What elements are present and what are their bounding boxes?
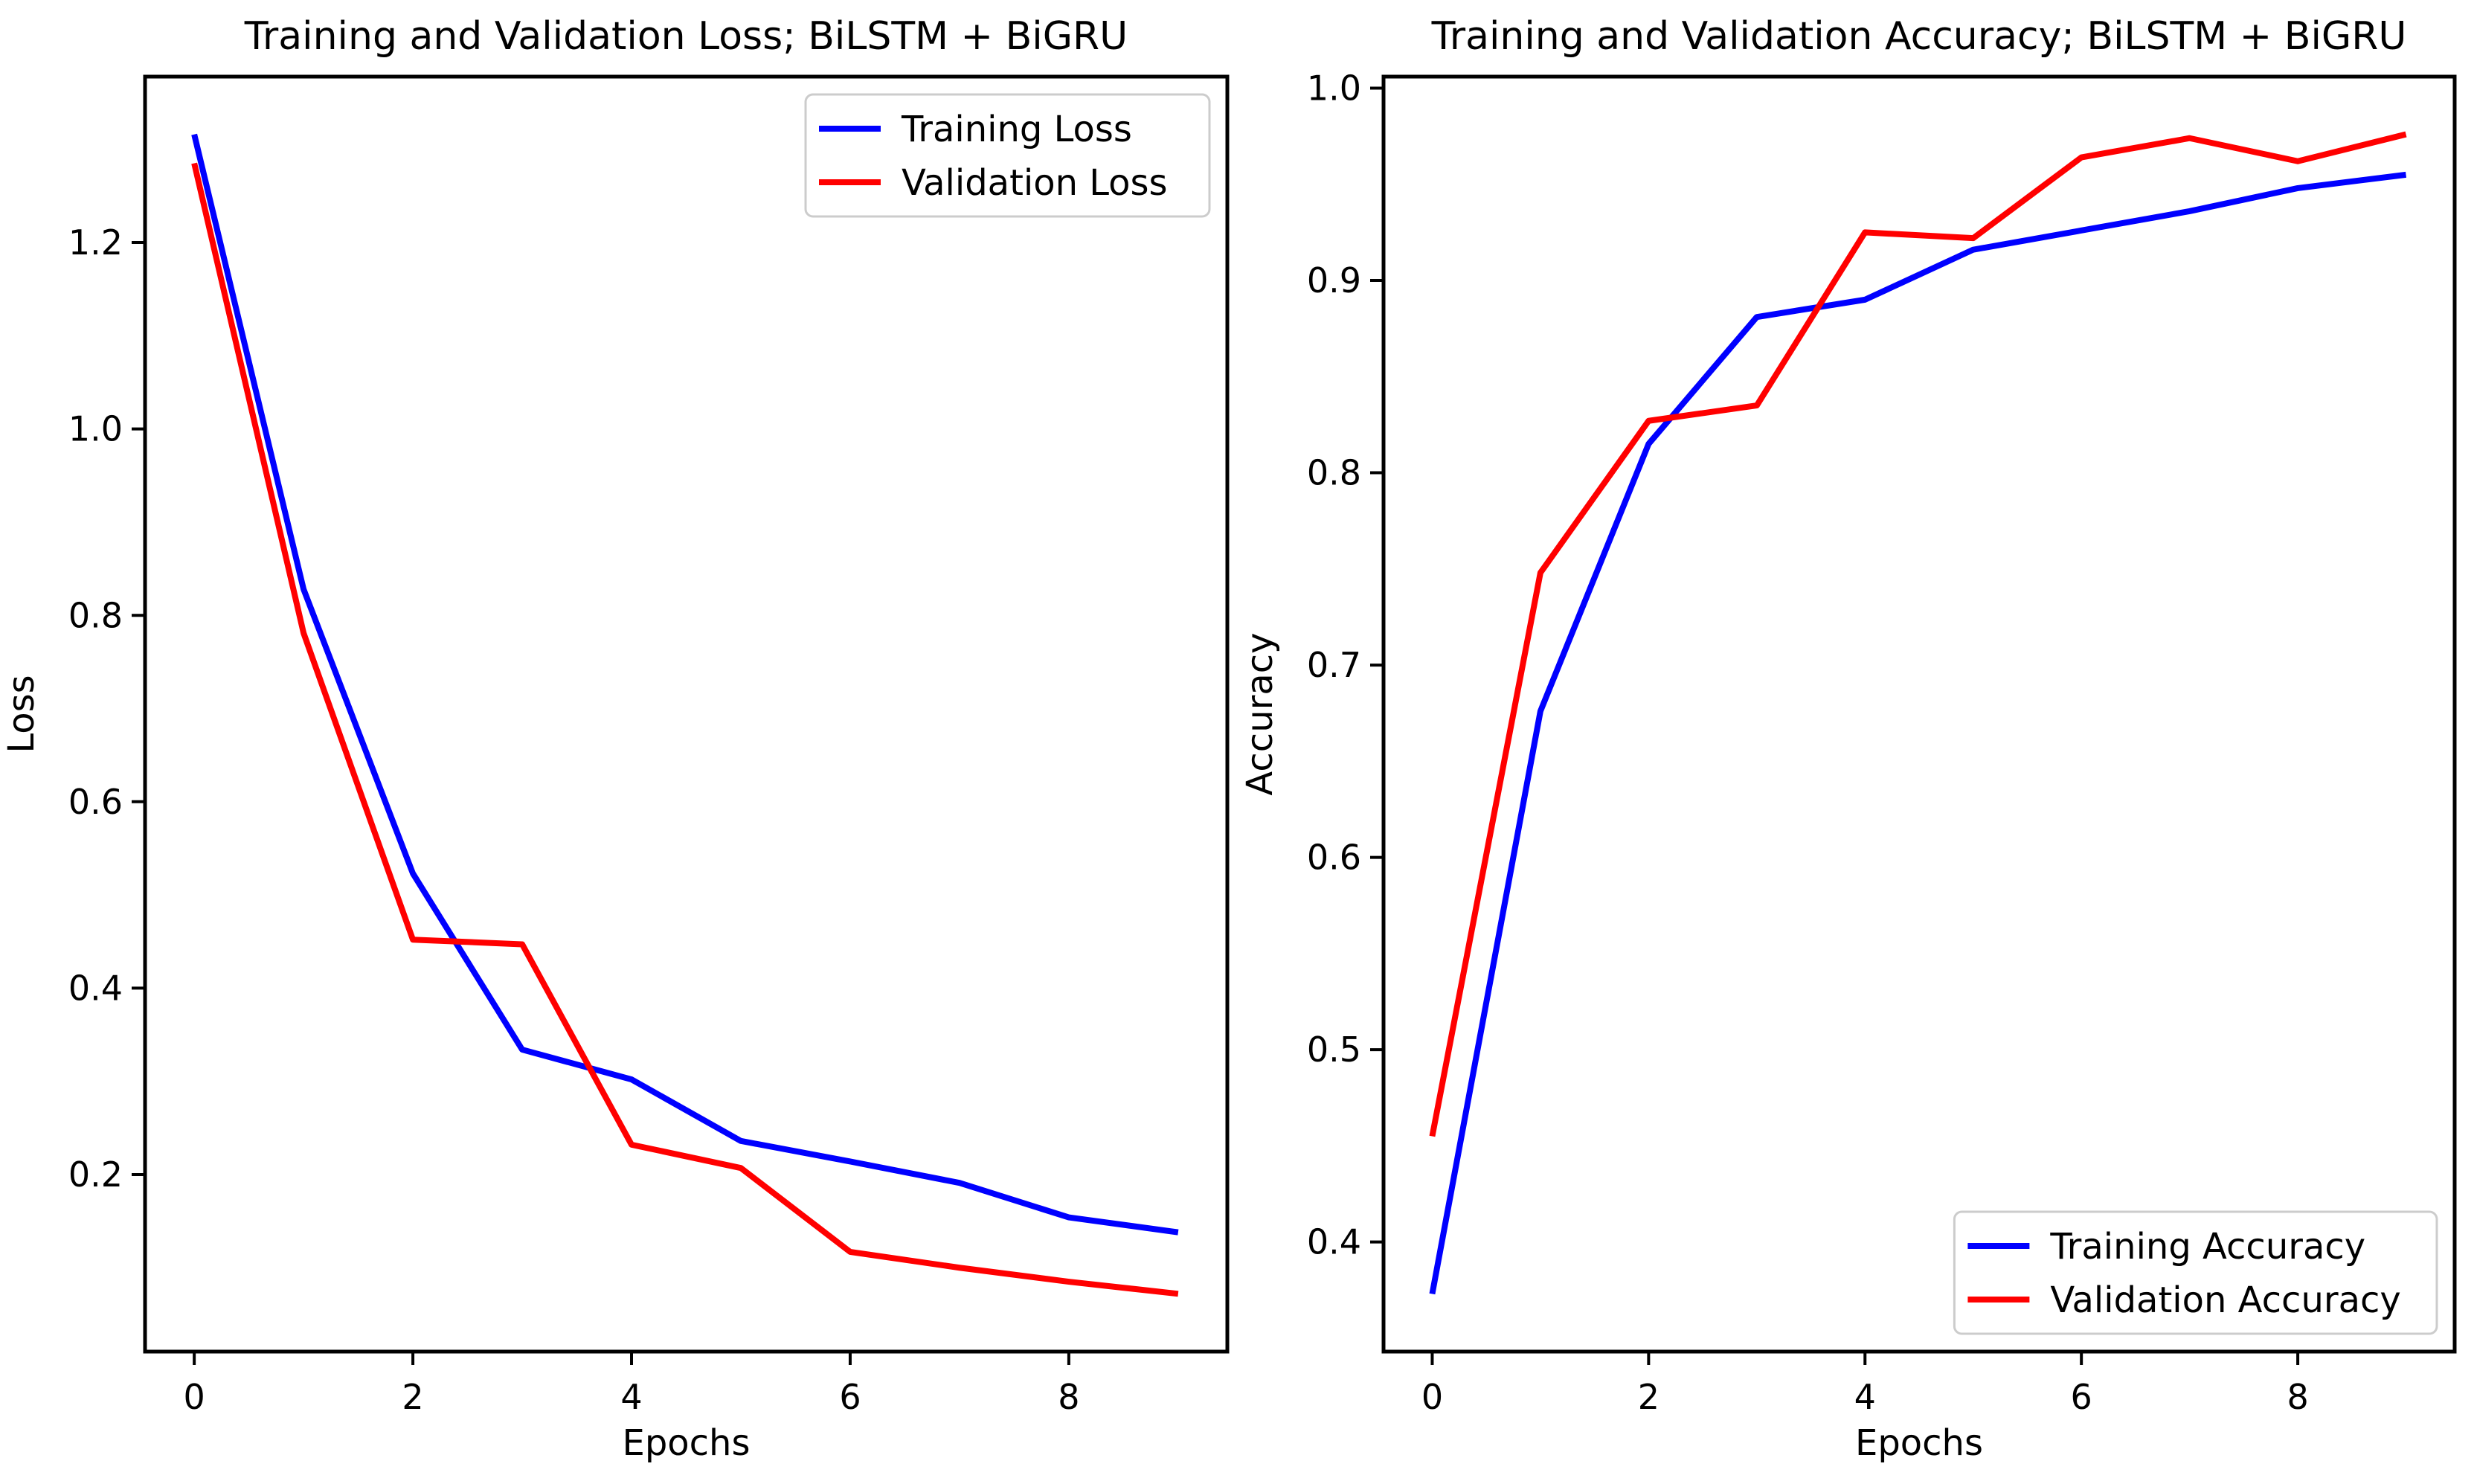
y-tick-label: 0.8: [68, 595, 123, 635]
y-tick-label: 0.6: [68, 782, 123, 822]
legend-label-validation-accuracy: Validation Accuracy: [2050, 1279, 2400, 1321]
y-tick-label: 0.8: [1307, 453, 1361, 493]
chart-title: Training and Validation Loss; BiLSTM + B…: [244, 14, 1128, 59]
x-axis-label: Epochs: [623, 1422, 751, 1464]
x-tick-label: 8: [1058, 1377, 1079, 1417]
series-line-training-loss: [191, 133, 1179, 1236]
plot-area: [145, 77, 1227, 1352]
axes-frame: [143, 74, 1230, 1354]
y-tick-label: 0.4: [68, 968, 123, 1008]
legend-label-training-accuracy: Training Accuracy: [2049, 1226, 2365, 1268]
x-tick-label: 0: [183, 1377, 205, 1417]
series-line-validation-loss: [191, 162, 1179, 1297]
y-axis-label: Accuracy: [1239, 632, 1281, 795]
y-tick-label: 0.6: [1307, 838, 1361, 878]
x-tick-label: 2: [402, 1377, 423, 1417]
x-axis-label: Epochs: [1855, 1422, 1983, 1464]
accuracy-chart: 0 2 4 6 8 0.4 0.5 0.6 0.7 0.8 0.9 1.0 Training and V…: [1239, 14, 2457, 1464]
x-tick-label: 8: [2287, 1377, 2308, 1417]
x-tick-label: 6: [839, 1377, 861, 1417]
chart-title: Training and Validation Accuracy; BiLSTM…: [1431, 14, 2407, 59]
axes-frame: [1381, 74, 2457, 1354]
loss-chart: 0 2 4 6 8 0.2 0.4 0.6 0.8 1.0 1.2 Training and Vali…: [1, 14, 1230, 1464]
y-tick-label: 1.0: [68, 409, 123, 449]
x-tick-label: 4: [620, 1377, 642, 1417]
series-line-validation-accuracy: [1429, 131, 2407, 1137]
y-tick-label: 0.2: [68, 1154, 123, 1195]
y-tick-label: 0.9: [1307, 260, 1361, 301]
x-tick-label: 0: [1421, 1377, 1443, 1417]
y-tick-label: 0.7: [1307, 645, 1361, 685]
legend-box: [804, 93, 1211, 218]
legend-box: [1953, 1210, 2438, 1335]
series-line-training-accuracy: [1429, 171, 2407, 1295]
y-tick-label: 1.0: [1307, 68, 1361, 109]
x-tick-label: 4: [1854, 1377, 1876, 1417]
legend: Training Accuracy Validation Accuracy: [1953, 1210, 2438, 1335]
y-tick-label: 0.4: [1307, 1222, 1361, 1262]
y-axis-label: Loss: [1, 675, 42, 753]
x-tick-label: 6: [2071, 1377, 2092, 1417]
legend-label-validation-loss: Validation Loss: [902, 162, 1168, 204]
x-tick-label: 2: [1638, 1377, 1659, 1417]
y-tick-label: 1.2: [68, 222, 123, 263]
legend: Training Loss Validation Loss: [804, 93, 1211, 218]
y-tick-label: 0.5: [1307, 1030, 1361, 1070]
legend-label-training-loss: Training Loss: [901, 109, 1132, 150]
plot-area: [1384, 77, 2455, 1352]
